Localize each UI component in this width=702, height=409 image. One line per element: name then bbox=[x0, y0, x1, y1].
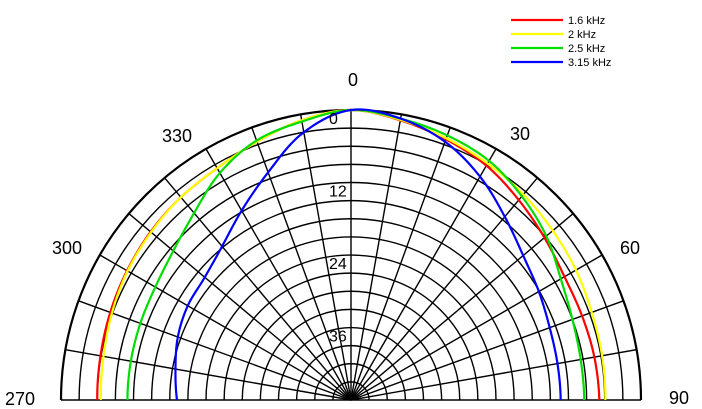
grid-spoke bbox=[164, 177, 352, 401]
angle-tick-label: 0 bbox=[348, 70, 358, 90]
ring-tick-label: 24 bbox=[329, 256, 347, 273]
grid-spoke bbox=[350, 177, 538, 401]
grid-spoke bbox=[350, 213, 574, 401]
legend-label: 3.15 kHz bbox=[568, 57, 611, 69]
ring-tick-label: 12 bbox=[329, 184, 347, 201]
grid-spoke bbox=[350, 300, 624, 401]
grid-spoke bbox=[299, 114, 352, 401]
angle-tick-label: 30 bbox=[510, 124, 530, 144]
angle-tick-label: 60 bbox=[620, 238, 640, 258]
angle-tick-label: 90 bbox=[669, 388, 689, 408]
grid-spoke bbox=[128, 213, 352, 401]
legend-label: 1.6 kHz bbox=[568, 15, 605, 27]
series-line-3 bbox=[174, 108, 562, 401]
polar-grid bbox=[59, 108, 643, 401]
legend-label: 2.5 kHz bbox=[568, 43, 605, 55]
grid-spoke bbox=[350, 148, 497, 401]
angle-tick-label: 330 bbox=[162, 126, 192, 146]
ring-tick-label: 36 bbox=[329, 329, 347, 346]
series-curves bbox=[96, 108, 607, 401]
legend-label: 2 kHz bbox=[568, 29, 596, 41]
axis-labels: 270 300 330 0 30 60 90 0 12 24 36 bbox=[5, 70, 689, 409]
grid-spoke bbox=[78, 300, 352, 401]
angle-tick-label: 270 bbox=[5, 389, 35, 409]
ring-tick-label: 0 bbox=[329, 111, 338, 128]
legend: 1.6 kHz 2 kHz 2.5 kHz 3.15 kHz bbox=[511, 15, 611, 69]
grid-spoke bbox=[205, 148, 352, 401]
grid-spoke bbox=[350, 348, 637, 401]
grid-spoke bbox=[350, 114, 403, 401]
angle-tick-label: 300 bbox=[52, 238, 82, 258]
grid-spoke bbox=[99, 254, 352, 401]
grid-spoke bbox=[65, 348, 352, 401]
grid-spoke bbox=[350, 127, 451, 401]
